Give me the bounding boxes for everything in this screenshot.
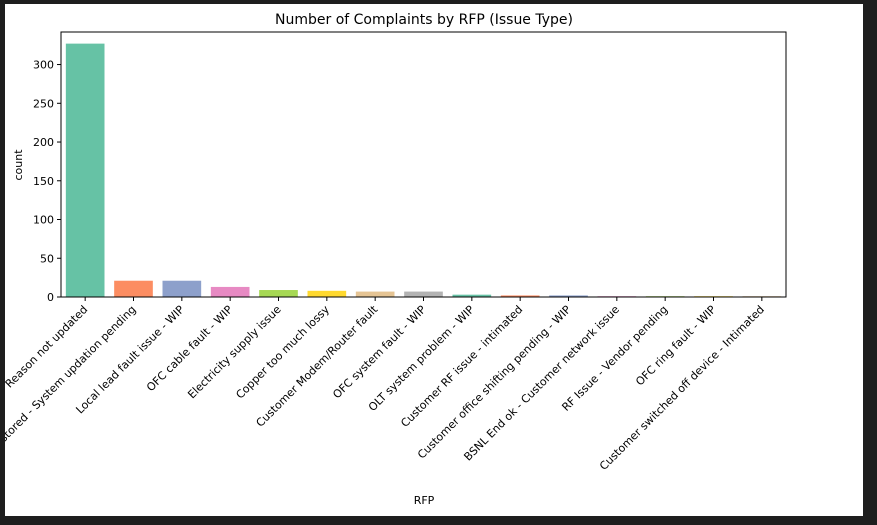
bar	[452, 294, 492, 297]
x-tick-label: OFC cable fault - WIP	[144, 303, 235, 394]
y-tick-label: 100	[33, 214, 54, 227]
bar	[500, 295, 540, 297]
bars-group	[65, 43, 782, 298]
y-tick-label: 0	[47, 291, 54, 304]
chart-figure: Number of Complaints by RFP (Issue Type)…	[5, 4, 863, 516]
y-tick-label: 250	[33, 97, 54, 110]
bar	[210, 286, 250, 297]
x-tick-label: Electricity supply issue	[185, 303, 284, 402]
y-tick-label: 300	[33, 59, 54, 72]
bar	[259, 290, 298, 297]
x-tick-label: Customer switched off device - Intimated	[597, 303, 767, 473]
chart-svg: Number of Complaints by RFP (Issue Type)…	[5, 12, 787, 507]
bar	[404, 291, 443, 297]
y-tick-label: 200	[33, 136, 54, 149]
x-axis-label: RFP	[414, 494, 435, 507]
x-tick-label: OFC ring fault - WIP	[633, 303, 719, 389]
plot-frame	[60, 31, 787, 298]
bar	[114, 280, 153, 297]
bar	[65, 43, 105, 298]
chart-title: Number of Complaints by RFP (Issue Type)	[275, 12, 573, 28]
y-axis-label: count	[12, 149, 25, 181]
x-tick-label: OFC system fault - WIP	[330, 303, 429, 402]
y-axis: 0 50 100 150 200 250 300	[33, 59, 61, 304]
bar	[162, 280, 202, 297]
x-tick-label: Reason not updated	[5, 303, 90, 391]
bar	[307, 290, 347, 297]
x-tick-label: Copper too much lossy	[233, 303, 332, 402]
bar	[549, 295, 588, 297]
y-tick-label: 150	[33, 175, 54, 188]
y-tick-label: 50	[40, 252, 54, 265]
bar	[355, 291, 395, 297]
x-axis: Reason not updatedFault restored - Syste…	[5, 297, 767, 473]
